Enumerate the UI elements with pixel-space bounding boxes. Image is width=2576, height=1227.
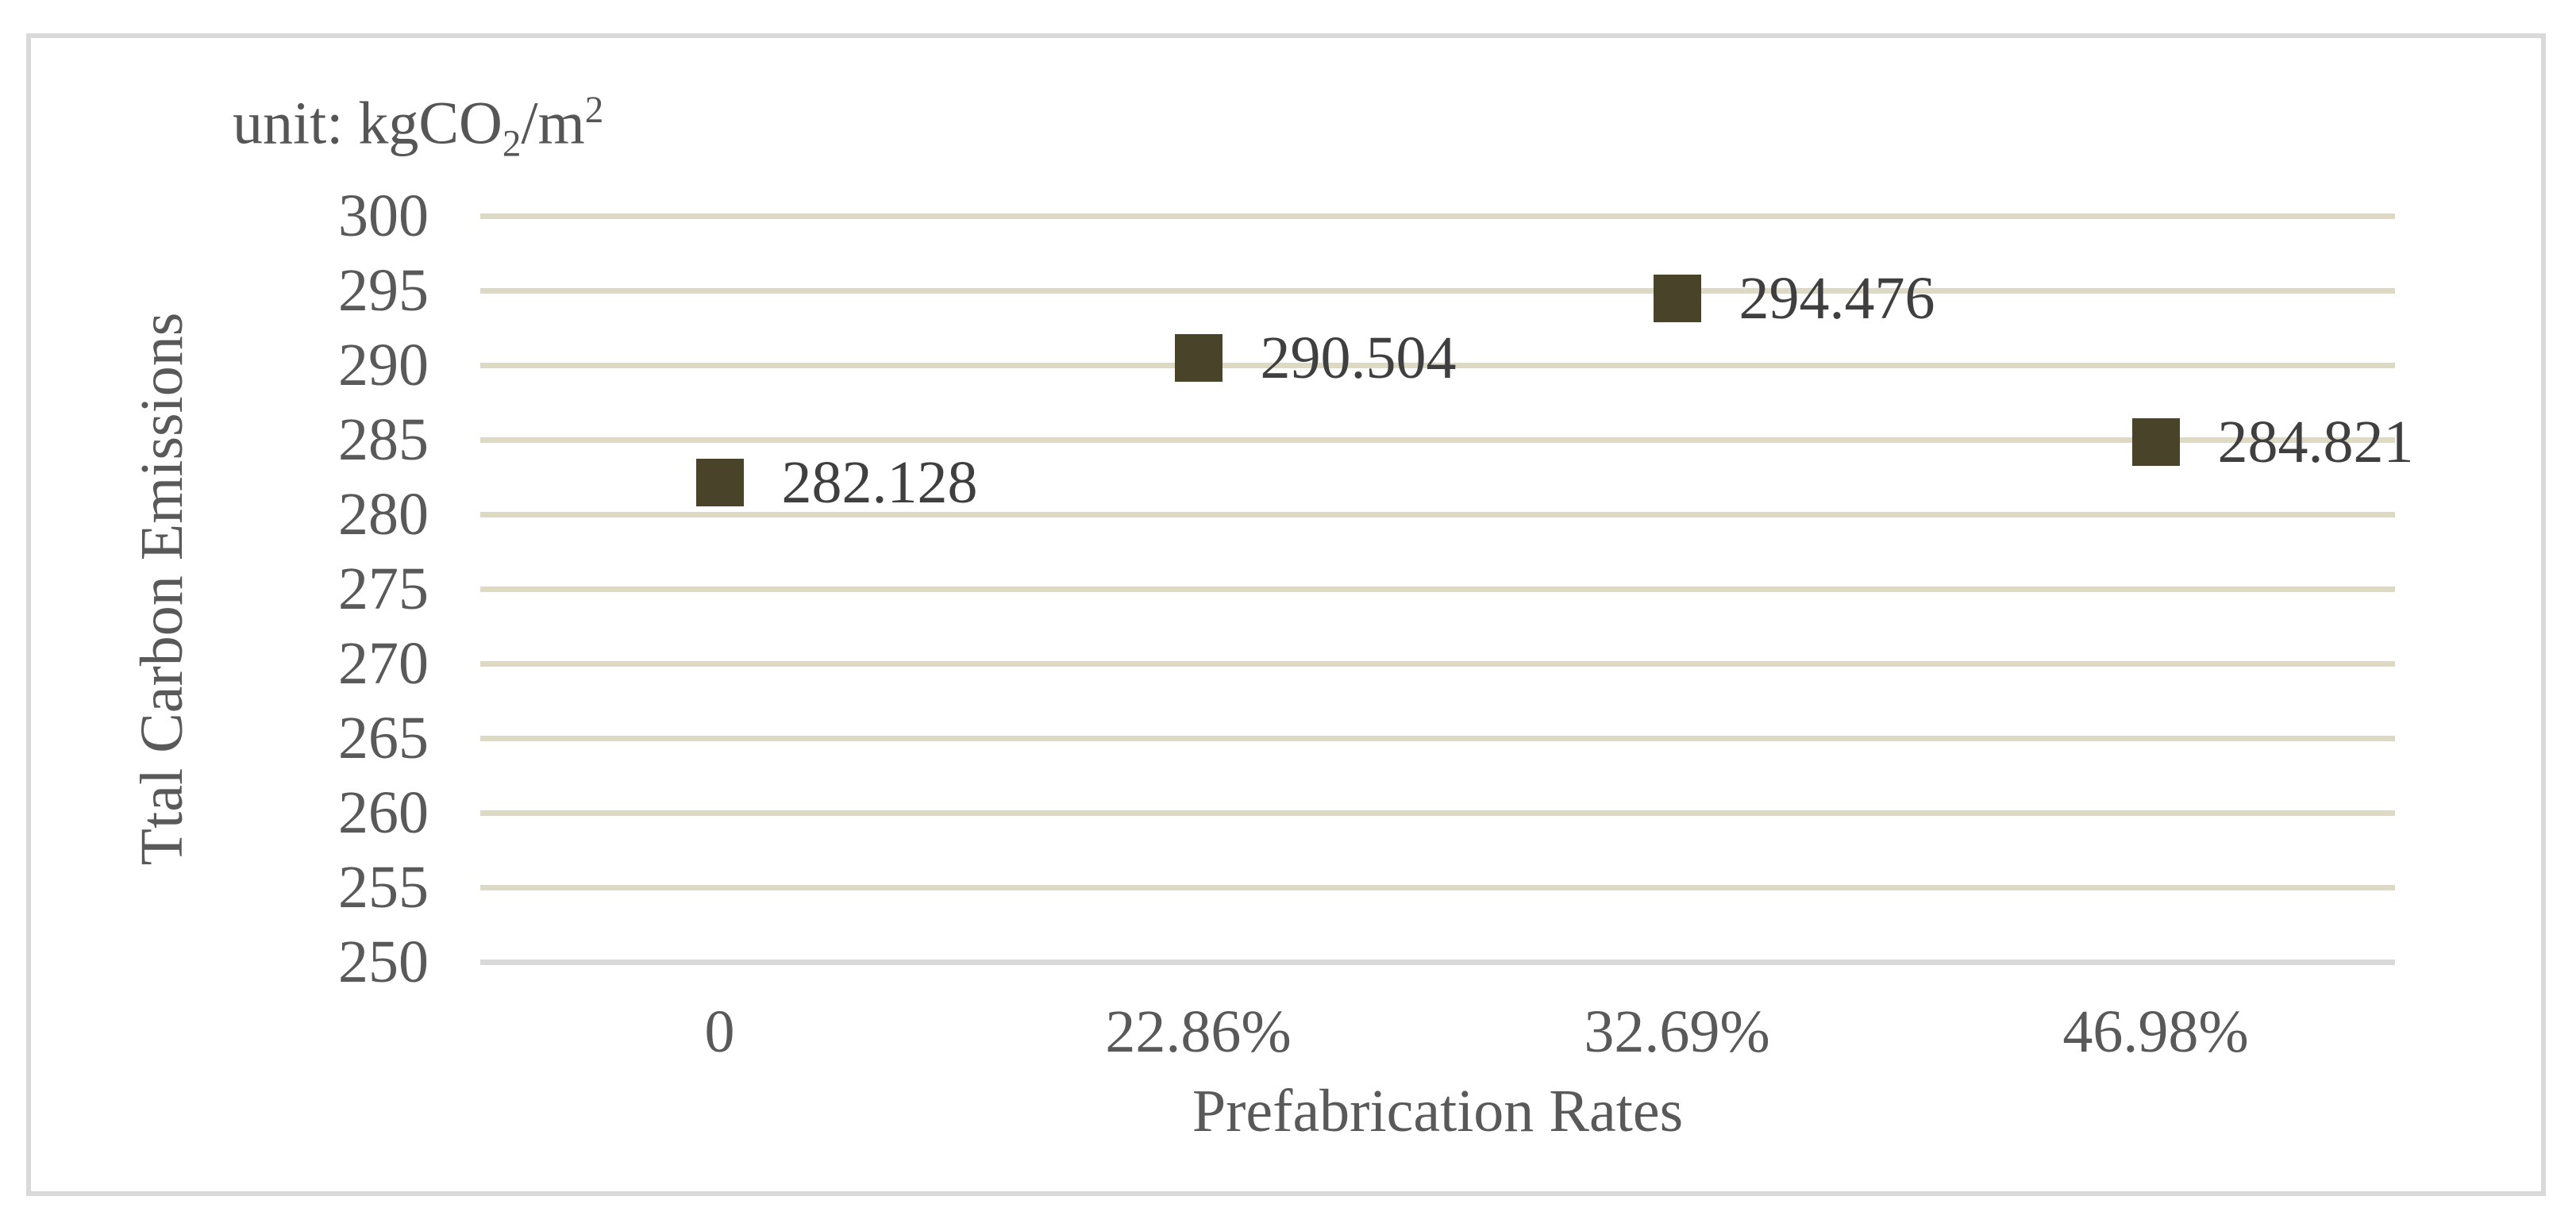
gridline: [480, 287, 2395, 294]
unit-label-prefix: unit: kgCO: [233, 90, 502, 157]
unit-label-superscript: 2: [584, 90, 604, 131]
y-axis-tick-label: 260: [338, 779, 429, 846]
data-point-label: 282.128: [781, 448, 978, 516]
gridline: [480, 511, 2395, 517]
x-axis-line: [480, 959, 2395, 965]
data-point-marker: [1653, 274, 1701, 322]
chart-frame: unit: kgCO2/m2 Ttal Carbon Emissions 300…: [26, 33, 2546, 1196]
gridline: [480, 437, 2395, 443]
y-axis-tick-label: 275: [338, 556, 429, 622]
gridline: [480, 213, 2395, 219]
data-point-label: 294.476: [1739, 264, 1935, 332]
y-axis-tick-label: 285: [338, 406, 429, 473]
y-axis-tick-label: 280: [338, 481, 429, 548]
y-axis-tick-label: 290: [338, 332, 429, 398]
y-axis-tick-label: 255: [338, 854, 429, 921]
y-axis-tick-label: 300: [338, 183, 429, 249]
data-point-label: 290.504: [1260, 324, 1457, 391]
unit-label-subscript: 2: [502, 123, 522, 165]
x-axis-tick-label: 0: [704, 998, 735, 1065]
gridline: [480, 735, 2395, 741]
y-axis-tick-label: 250: [338, 929, 429, 995]
gridline: [480, 586, 2395, 592]
y-axis-tick-label: 270: [338, 630, 429, 697]
x-axis-tick-label: 46.98%: [2062, 998, 2249, 1065]
gridline: [480, 884, 2395, 890]
data-point-marker: [695, 458, 744, 506]
x-axis-tick-label: 32.69%: [1584, 998, 1770, 1065]
data-point-marker: [1174, 333, 1223, 382]
y-axis-tick-label: 295: [338, 257, 429, 324]
unit-label-mid: /m: [521, 90, 585, 157]
data-point-label: 284.821: [2217, 409, 2414, 476]
y-axis-tick-label: 265: [338, 705, 429, 771]
gridline: [480, 362, 2395, 368]
unit-label: unit: kgCO2/m2: [233, 89, 603, 166]
x-axis-tick-label: 22.86%: [1105, 998, 1292, 1065]
gridline: [480, 660, 2395, 667]
gridline: [480, 810, 2395, 816]
x-axis-title: Prefabrication Rates: [1192, 1078, 1684, 1144]
data-point-marker: [2131, 418, 2180, 467]
